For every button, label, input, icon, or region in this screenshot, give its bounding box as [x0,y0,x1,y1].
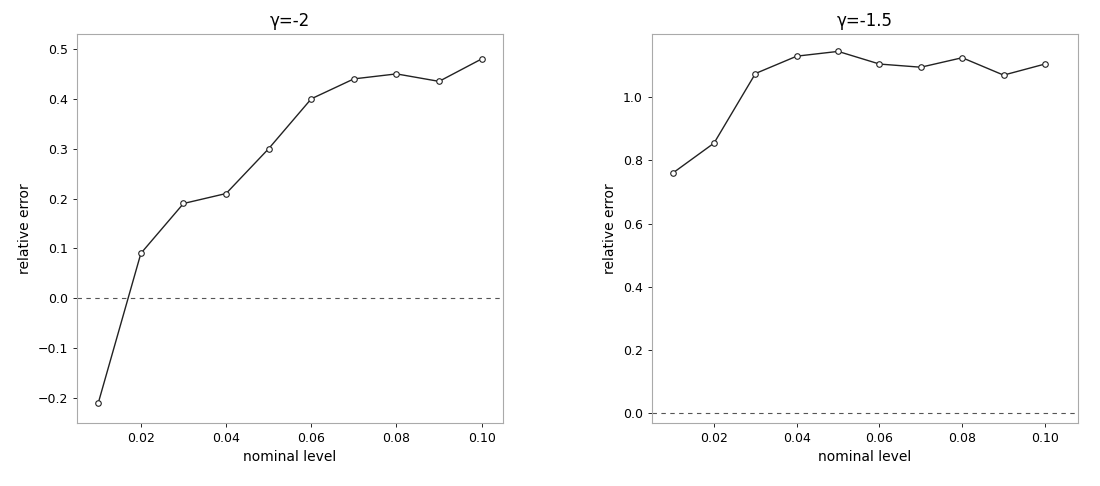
X-axis label: nominal level: nominal level [243,451,337,465]
Title: γ=-1.5: γ=-1.5 [837,12,893,30]
Y-axis label: relative error: relative error [604,183,617,274]
Y-axis label: relative error: relative error [18,183,32,274]
Title: γ=-2: γ=-2 [270,12,310,30]
X-axis label: nominal level: nominal level [818,451,912,465]
